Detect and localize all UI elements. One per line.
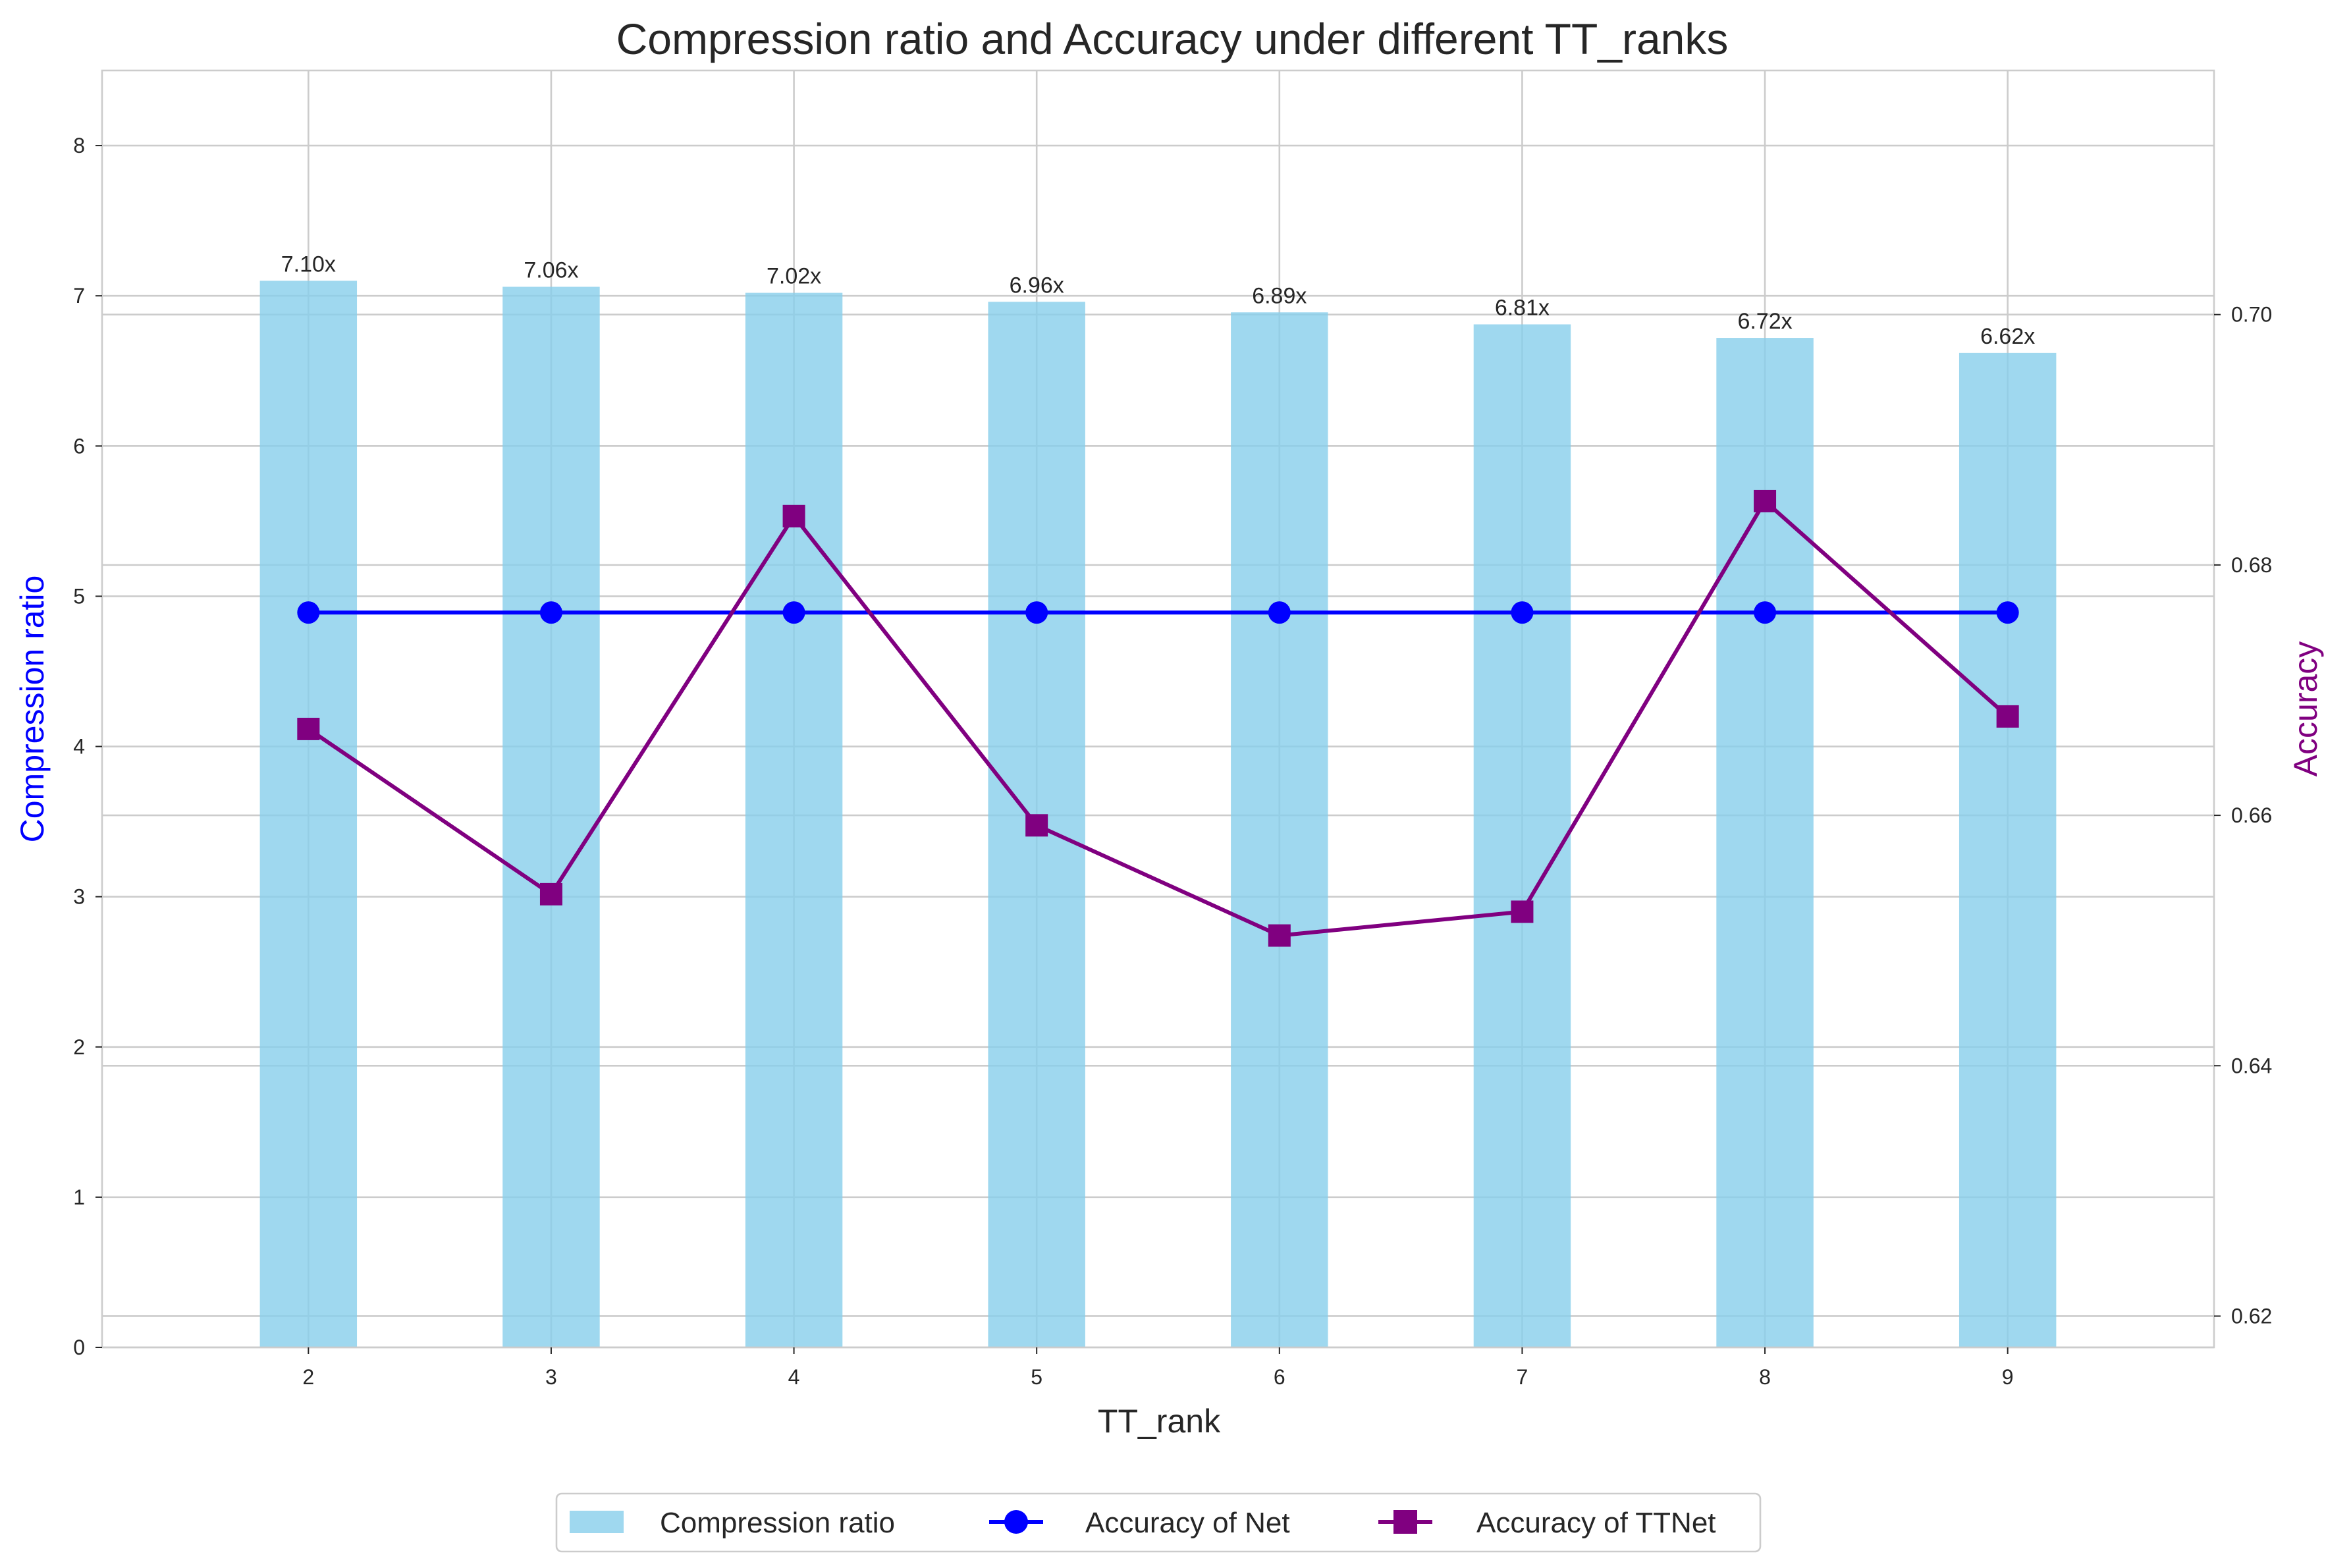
- y-tick-label: 0: [73, 1336, 85, 1359]
- legend-label-compression-ratio: Compression ratio: [660, 1507, 895, 1539]
- bar-value-label: 6.62x: [1980, 324, 2035, 349]
- y-tick-label: 4: [73, 735, 85, 759]
- y-tick-label: 2: [73, 1035, 85, 1059]
- point-accuracy-ttnet: [1025, 814, 1048, 837]
- point-accuracy-net: [1025, 601, 1048, 624]
- bar-compression-ratio: [259, 281, 358, 1347]
- x-tick-label: 5: [1031, 1365, 1042, 1389]
- point-accuracy-ttnet: [1268, 924, 1291, 947]
- bar-value-label: 6.72x: [1737, 309, 1792, 334]
- bar-compression-ratio: [1473, 324, 1571, 1348]
- legend-label-ttnet: Accuracy of TTNet: [1476, 1507, 1716, 1539]
- y2-tick-label: 0.64: [2231, 1054, 2272, 1077]
- y2-tick-label: 0.70: [2231, 303, 2272, 327]
- point-accuracy-net: [1511, 601, 1534, 624]
- bar-compression-ratio: [745, 292, 843, 1347]
- y-tick-label: 5: [73, 584, 85, 608]
- chart-title: Compression ratio and Accuracy under dif…: [616, 14, 1729, 63]
- y2-tick-label: 0.62: [2231, 1304, 2272, 1328]
- bar-value-label: 6.96x: [1010, 273, 1064, 298]
- point-accuracy-net: [1754, 601, 1777, 624]
- grid-layer: [102, 70, 2214, 1349]
- y2-axis-title: Accuracy: [2287, 641, 2324, 777]
- spine-layer: [101, 69, 2215, 1349]
- y-tick-label: 3: [73, 885, 85, 909]
- x-tick-label: 6: [1274, 1365, 1285, 1389]
- legend-swatch-compression-ratio: [570, 1511, 624, 1533]
- x-tick-label: 7: [1517, 1365, 1528, 1389]
- legend-label-net: Accuracy of Net: [1085, 1507, 1290, 1539]
- x-tick-label: 8: [1759, 1365, 1771, 1389]
- bar-value-label: 6.89x: [1252, 283, 1307, 308]
- line-accuracy-ttnet: [307, 499, 2009, 938]
- bar-compression-ratio: [1959, 352, 2057, 1347]
- bar-compression-ratio: [502, 286, 600, 1348]
- y-axis-title: Compression ratio: [14, 576, 51, 843]
- bar-compression-ratio: [1231, 312, 1328, 1347]
- x-tick-label: 4: [788, 1365, 800, 1389]
- point-accuracy-net: [1996, 601, 2019, 624]
- point-accuracy-net: [539, 601, 562, 624]
- legend: Compression ratio Accuracy of Net Accura…: [555, 1492, 1762, 1553]
- point-accuracy-net: [297, 601, 320, 624]
- x-tick-label: 3: [545, 1365, 557, 1389]
- x-tick-label: 2: [302, 1365, 314, 1389]
- point-accuracy-ttnet: [1754, 489, 1777, 512]
- tick-layer: 0 1 2 3 4 5 6 7 8 0.62 0.64 0.66 0.68 0.70 2 3 4 5 6 7 8 9: [73, 134, 2272, 1389]
- point-accuracy-ttnet: [1996, 705, 2019, 728]
- point-accuracy-ttnet: [1511, 900, 1534, 923]
- y-tick-label: 8: [73, 134, 85, 157]
- y2-tick-label: 0.68: [2231, 553, 2272, 577]
- y-tick-label: 6: [73, 434, 85, 458]
- point-accuracy-net: [782, 601, 805, 624]
- y-tick-label: 7: [73, 284, 85, 308]
- bar-value-label: 6.81x: [1495, 296, 1550, 321]
- point-accuracy-ttnet: [782, 504, 805, 527]
- x-axis-title: TT_rank: [1098, 1403, 1221, 1440]
- y2-tick-label: 0.66: [2231, 803, 2272, 827]
- line-layer: [297, 489, 2019, 947]
- legend-swatch-net: [989, 1510, 1043, 1534]
- legend-frame: [555, 1492, 1762, 1553]
- plot-frame: [101, 69, 2215, 1349]
- bar-compression-ratio: [1716, 338, 1814, 1347]
- bar-value-label: 7.02x: [767, 264, 821, 289]
- point-accuracy-ttnet: [539, 882, 562, 906]
- bar-layer: 7.10x 7.06x 7.02x 6.96x 6.89x 6.81x 6.72x 6.62x: [259, 252, 2057, 1348]
- legend-swatch-ttnet: [1378, 1510, 1432, 1534]
- point-accuracy-ttnet: [297, 717, 320, 740]
- bar-value-label: 7.10x: [281, 252, 336, 277]
- x-tick-label: 9: [2002, 1365, 2014, 1389]
- y-tick-label: 1: [73, 1185, 85, 1209]
- point-accuracy-net: [1268, 601, 1291, 624]
- bar-value-label: 7.06x: [524, 257, 578, 283]
